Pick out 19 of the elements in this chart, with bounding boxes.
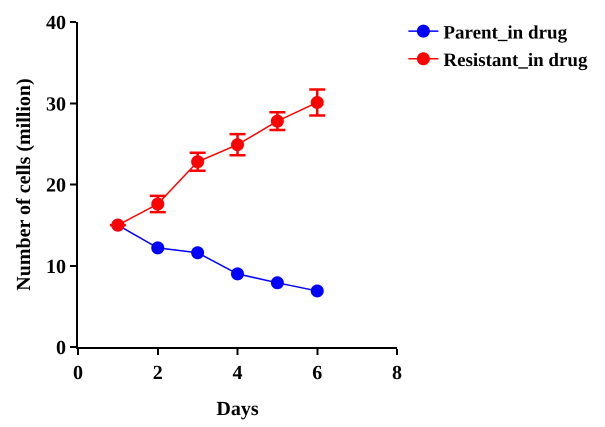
x-tick-label: 2 (152, 362, 163, 384)
x-axis-title: Days (216, 398, 259, 420)
point (231, 267, 244, 280)
x-tick-label: 4 (232, 362, 242, 384)
legend-label: Resistant_in drug (443, 50, 588, 72)
x-tick-label: 8 (392, 362, 402, 384)
point (310, 284, 324, 298)
point (191, 246, 204, 260)
y-tick-label: 10 (46, 256, 66, 278)
y-tick-label: 20 (46, 174, 66, 196)
x-tick-label: 0 (73, 362, 83, 384)
y-axis-title: Number of cells (million) (13, 78, 35, 291)
point (151, 241, 164, 254)
y-tick-label: 30 (46, 93, 66, 116)
y-tick-label: 0 (56, 337, 66, 359)
x-tick-label: 6 (312, 362, 322, 384)
point (270, 276, 284, 290)
legend-label: Parent_in drug (443, 22, 568, 44)
y-tick-label: 40 (46, 12, 66, 34)
